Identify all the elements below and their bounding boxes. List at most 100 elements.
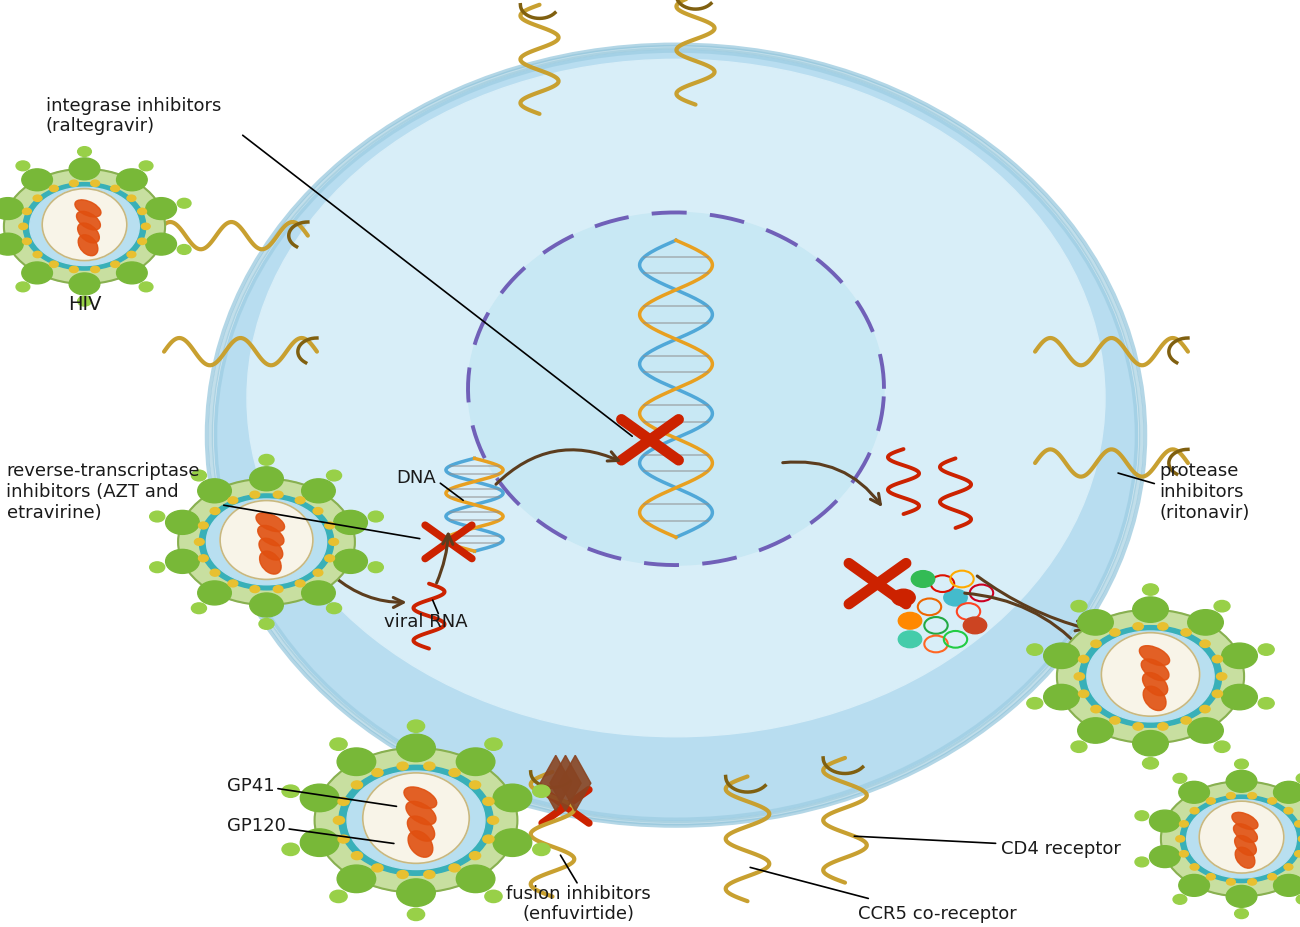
Ellipse shape — [78, 223, 99, 244]
Circle shape — [1143, 584, 1158, 596]
Circle shape — [396, 734, 436, 762]
Ellipse shape — [363, 773, 469, 863]
Circle shape — [111, 261, 120, 268]
Circle shape — [396, 879, 436, 907]
Circle shape — [1071, 742, 1087, 753]
Circle shape — [78, 147, 91, 158]
Circle shape — [111, 186, 120, 193]
Circle shape — [1135, 811, 1149, 820]
Circle shape — [1268, 798, 1277, 805]
Circle shape — [1274, 781, 1300, 804]
Circle shape — [456, 748, 495, 776]
Circle shape — [138, 209, 147, 215]
Circle shape — [1027, 644, 1043, 655]
Circle shape — [1268, 873, 1277, 880]
Circle shape — [325, 555, 334, 562]
Circle shape — [1091, 705, 1101, 713]
Ellipse shape — [1232, 812, 1258, 830]
Circle shape — [1235, 908, 1248, 919]
Circle shape — [1149, 810, 1180, 832]
Circle shape — [351, 852, 363, 859]
Text: CCR5 co-receptor: CCR5 co-receptor — [858, 905, 1017, 922]
Circle shape — [18, 224, 27, 230]
Ellipse shape — [1235, 847, 1254, 869]
Ellipse shape — [259, 539, 283, 561]
Ellipse shape — [220, 501, 313, 579]
Circle shape — [16, 162, 30, 171]
Circle shape — [178, 479, 355, 605]
Circle shape — [295, 580, 306, 587]
Polygon shape — [550, 756, 581, 811]
Circle shape — [22, 209, 31, 215]
Circle shape — [32, 196, 42, 202]
Circle shape — [1188, 610, 1223, 635]
Circle shape — [1284, 807, 1294, 814]
Circle shape — [1190, 864, 1199, 870]
Text: integrase inhibitors
(raltegravir): integrase inhibitors (raltegravir) — [46, 96, 221, 135]
Circle shape — [1149, 845, 1180, 868]
Circle shape — [1226, 793, 1235, 799]
Circle shape — [139, 283, 153, 292]
Circle shape — [313, 508, 322, 515]
Ellipse shape — [247, 60, 1105, 737]
Circle shape — [273, 491, 283, 499]
Circle shape — [295, 498, 306, 504]
Circle shape — [32, 252, 42, 259]
Circle shape — [456, 865, 495, 893]
Circle shape — [1206, 798, 1216, 805]
Circle shape — [485, 738, 502, 751]
Text: CD4 receptor: CD4 receptor — [1001, 839, 1121, 857]
Circle shape — [1226, 879, 1235, 885]
Circle shape — [326, 471, 342, 481]
Circle shape — [199, 555, 208, 562]
Circle shape — [325, 523, 334, 529]
Circle shape — [1190, 807, 1199, 814]
Circle shape — [300, 829, 339, 857]
Circle shape — [333, 817, 344, 824]
Circle shape — [482, 797, 494, 806]
Circle shape — [1200, 705, 1210, 713]
Circle shape — [146, 198, 177, 221]
Circle shape — [372, 864, 383, 872]
Circle shape — [1214, 601, 1230, 612]
Circle shape — [198, 479, 231, 503]
Circle shape — [1143, 757, 1158, 769]
Circle shape — [482, 835, 494, 844]
Circle shape — [313, 569, 322, 577]
Circle shape — [1299, 836, 1300, 842]
Text: viral RNA: viral RNA — [384, 612, 467, 630]
Circle shape — [1296, 895, 1300, 904]
Ellipse shape — [214, 51, 1138, 820]
Circle shape — [282, 844, 299, 856]
Circle shape — [117, 262, 147, 285]
Circle shape — [1158, 623, 1167, 630]
Circle shape — [127, 252, 136, 259]
Circle shape — [199, 494, 334, 590]
Circle shape — [1217, 673, 1227, 680]
Circle shape — [142, 224, 151, 230]
Circle shape — [898, 631, 922, 648]
Ellipse shape — [1143, 686, 1166, 711]
Circle shape — [1087, 631, 1214, 722]
Circle shape — [1110, 717, 1121, 724]
Circle shape — [1179, 781, 1209, 804]
Circle shape — [1135, 857, 1149, 867]
Circle shape — [334, 550, 368, 574]
Circle shape — [69, 267, 78, 273]
Circle shape — [1284, 864, 1294, 870]
Circle shape — [911, 571, 935, 588]
Circle shape — [227, 580, 238, 587]
Circle shape — [150, 563, 165, 573]
Text: reverse-transcriptase
inhibitors (AZT and
etravirine): reverse-transcriptase inhibitors (AZT an… — [6, 462, 200, 521]
Circle shape — [1179, 820, 1188, 827]
Circle shape — [1180, 629, 1191, 637]
Polygon shape — [559, 756, 590, 811]
Circle shape — [211, 508, 220, 515]
Circle shape — [1071, 601, 1087, 612]
Circle shape — [1027, 698, 1043, 709]
Circle shape — [448, 768, 460, 777]
Circle shape — [493, 784, 532, 812]
Circle shape — [49, 186, 58, 193]
Circle shape — [351, 781, 363, 789]
Circle shape — [407, 720, 425, 732]
